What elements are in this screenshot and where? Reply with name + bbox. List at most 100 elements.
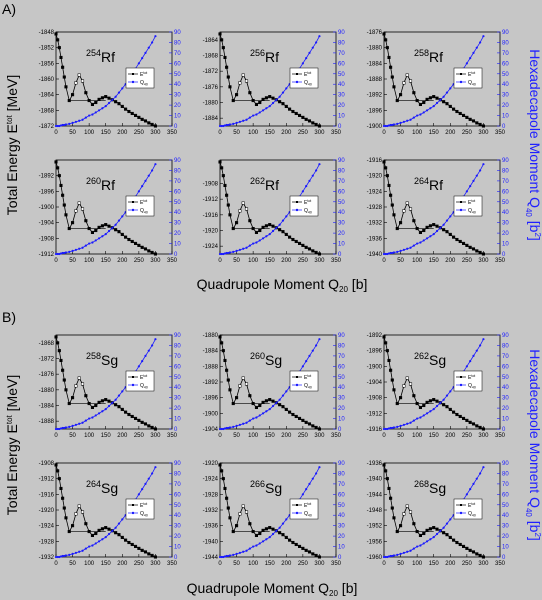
q40-point — [61, 554, 64, 558]
energy-point — [220, 341, 224, 345]
q40-point — [59, 252, 63, 255]
q40-point — [104, 105, 107, 108]
q40-point — [387, 427, 391, 430]
energy-point — [84, 394, 88, 398]
energy-point — [389, 496, 393, 500]
plot-frame — [219, 31, 337, 127]
q40-point — [412, 244, 415, 247]
legend-q40-marker — [295, 80, 299, 84]
q40-point — [220, 427, 223, 431]
q40-point — [305, 57, 308, 60]
q40-point — [432, 105, 435, 108]
ytick-right-label: 10 — [174, 242, 181, 248]
ytick-left-label: -1884 — [39, 404, 55, 410]
q40-point — [386, 252, 389, 256]
xtick-label: 50 — [397, 433, 404, 439]
legend-energy-label: Etot — [140, 502, 147, 509]
energy-point — [311, 121, 315, 125]
energy-point — [304, 548, 308, 552]
ytick-right-label: 40 — [338, 210, 345, 216]
q40-point — [227, 554, 230, 558]
xtick-label: 300 — [150, 433, 161, 439]
legend-energy-sup: tot — [307, 71, 311, 75]
q40-point — [258, 542, 261, 545]
energy-point — [442, 100, 446, 104]
q40-point — [235, 424, 238, 427]
ytick-right-label: 10 — [338, 114, 345, 120]
legend-q40-sub: 40 — [308, 83, 312, 87]
q40-point — [137, 365, 140, 368]
ytick-left-label: -1924 — [203, 244, 219, 250]
legend-energy-sup: tot — [307, 502, 311, 506]
energy-point — [448, 104, 452, 108]
nucleus-symbol: Rf — [265, 49, 279, 65]
legend-q40-sub: 40 — [144, 386, 148, 390]
q40-point — [422, 111, 425, 114]
energy-point — [475, 424, 479, 428]
energy-point — [425, 225, 429, 229]
energy-point — [67, 529, 71, 534]
energy-point — [317, 555, 321, 559]
ytick-right-label: 60 — [174, 492, 181, 498]
ytick-left-label: -1900 — [367, 364, 383, 370]
energy-point — [465, 418, 469, 422]
q40-point — [252, 417, 255, 420]
q40-point — [59, 124, 63, 127]
energy-point — [264, 224, 268, 228]
q40-point — [154, 163, 157, 166]
ytick-left-label: -1940 — [203, 539, 219, 545]
legend-energy-label: Etot — [468, 502, 475, 509]
energy-point — [435, 96, 439, 100]
q40-point — [154, 35, 157, 38]
q40-point — [479, 41, 482, 44]
q40-point — [268, 233, 271, 236]
energy-point — [481, 252, 485, 256]
energy-point — [228, 85, 232, 89]
energy-point — [218, 32, 222, 36]
legend-q40-label: Q40 — [304, 383, 312, 390]
q40-point — [84, 244, 87, 247]
energy-point — [442, 403, 446, 407]
ytick-right-label: 0 — [338, 555, 342, 561]
energy-point — [422, 100, 426, 105]
q40-point — [107, 229, 111, 233]
energy-point — [56, 469, 60, 473]
legend-energy-marker — [296, 376, 298, 378]
q40-point — [141, 185, 144, 188]
energy-point — [392, 213, 396, 217]
ytick-right-label: 60 — [174, 189, 181, 195]
legend-energy-marker — [132, 73, 134, 75]
energy-point — [311, 249, 315, 253]
energy-point — [395, 98, 399, 103]
energy-point — [405, 73, 409, 77]
q40-point — [412, 547, 415, 550]
q40-point — [261, 412, 265, 415]
nucleus-label: 268Sg — [414, 479, 446, 496]
q40-point — [429, 235, 432, 238]
q40-point — [482, 163, 485, 166]
energy-point — [140, 245, 144, 249]
energy-point — [225, 496, 229, 500]
q40-point — [386, 124, 389, 128]
energy-point — [147, 121, 151, 125]
ytick-right-label: 60 — [502, 492, 509, 498]
energy-point — [228, 516, 232, 520]
energy-point — [97, 400, 101, 404]
ytick-left-label: -1876 — [203, 85, 219, 91]
legend-q40-marker — [295, 383, 299, 387]
q40-point — [318, 466, 321, 469]
energy-point — [80, 79, 85, 83]
energy-point — [238, 384, 242, 388]
ytick-right-label: 0 — [502, 252, 506, 258]
energy-point — [461, 113, 466, 117]
legend: Etot Q40 — [289, 498, 319, 520]
energy-point — [231, 98, 235, 103]
ytick-right-label: 90 — [502, 461, 509, 467]
energy-point — [297, 113, 302, 117]
q40-point — [255, 113, 258, 116]
xtick-label: 0 — [218, 433, 222, 439]
q40-point — [391, 123, 394, 127]
energy-point — [143, 422, 148, 426]
energy-point — [225, 368, 229, 372]
subplot-262sg: -1892-1896-1900-1904-1908-1912-1916 01020… — [367, 333, 510, 439]
